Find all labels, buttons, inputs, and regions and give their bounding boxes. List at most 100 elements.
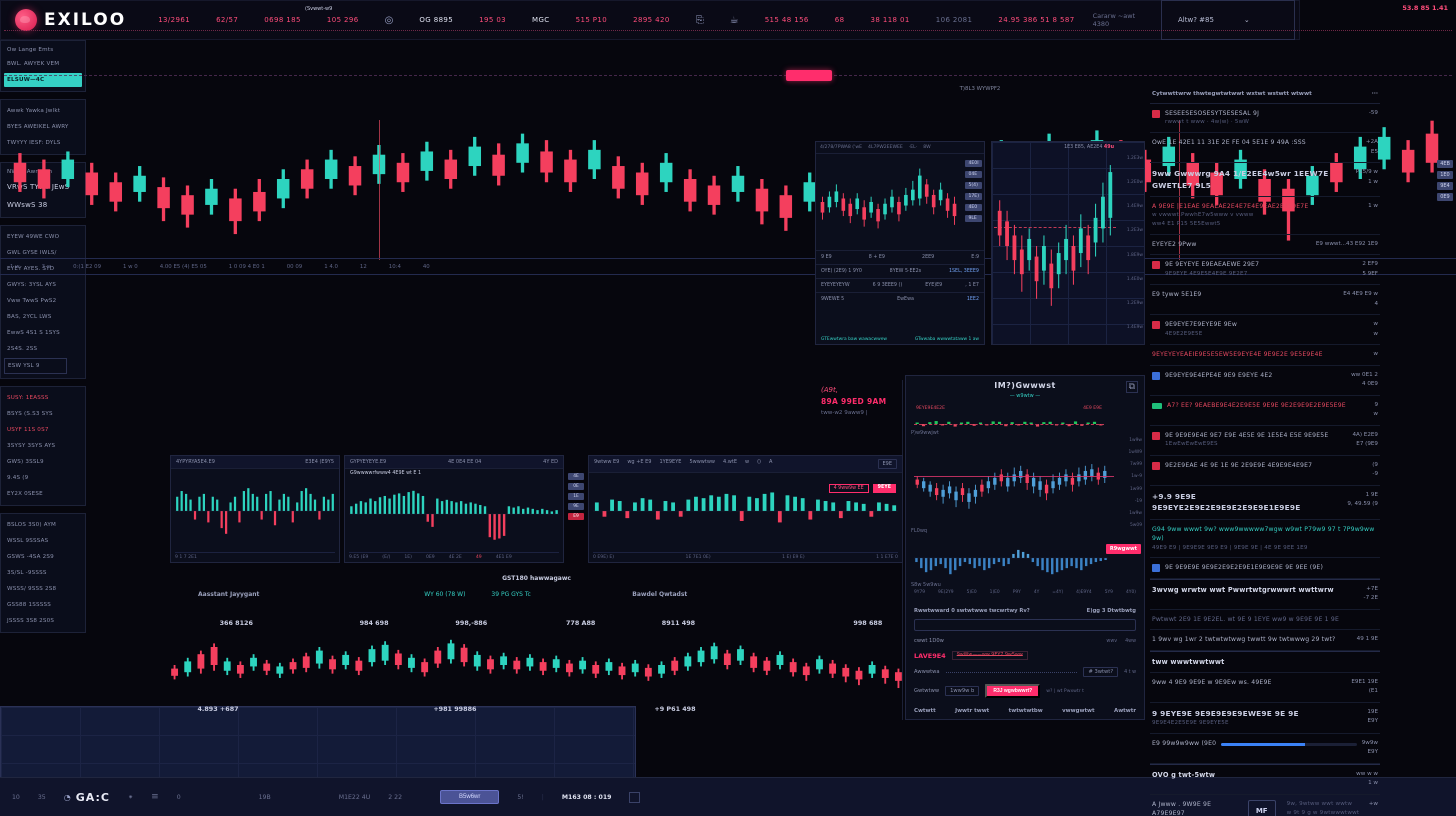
sidebar-item[interactable]: GWL GYSE IWLS/ <box>7 250 57 256</box>
sidebar-item[interactable]: WSSL 9SSSAS <box>7 538 49 544</box>
indicator-pink-badge[interactable]: R9wgwwt <box>1105 544 1141 554</box>
footer-tick[interactable]: 10 <box>12 793 20 801</box>
form-submit-button[interactable]: R3J wgwbwwrt? <box>985 684 1041 698</box>
mini-candle-panel-left[interactable]: 4/278/7PWA8 ('wE 4L7PW2EEWEE ·EL· 8W 4E0I 04… <box>815 141 985 345</box>
sidebar-item[interactable]: EYEY AYES. SYD <box>7 266 55 272</box>
sidebar-item[interactable]: 2S4S. 2SS <box>7 346 38 352</box>
form-footer-tabs[interactable]: Cwtwtt Jwwtr twwt twtwtwtbw vwwgwtwt Awtwtr <box>914 708 1136 714</box>
feed-rows: SESEESESOSESYTSESESAL 9J rwwwt t www · 4w… <box>1150 104 1380 816</box>
feed-section-header[interactable]: 3wvwg wrwtw wwt Pwwrtwtgrwwwrt wwttwrw +7… <box>1150 578 1380 610</box>
menu-icon[interactable]: ≡ <box>151 792 159 802</box>
chart-action-button[interactable]: B5w6wr <box>440 790 500 804</box>
price-tag[interactable] <box>786 70 833 81</box>
feed-item[interactable]: E9 99w9w9ww (9E0 9w9w E9Y <box>1150 734 1380 764</box>
pink-solid-badge[interactable]: 9EYE <box>872 484 896 493</box>
pink-outline-badge[interactable]: 4 9ww9w EE <box>828 484 869 493</box>
sidebar-item[interactable]: 3SYSY 3SYS AYS <box>7 443 56 449</box>
more-options-icon[interactable]: ··· <box>1371 91 1378 97</box>
indicator-candles[interactable] <box>914 440 1108 526</box>
sidebar-item[interactable]: 3S/SL -9SSSS <box>7 570 47 576</box>
sidebar-item[interactable]: ESW YSL 9 <box>4 358 67 374</box>
label: 4/278/7PWA8 ('wE <box>820 145 863 150</box>
sidebar-item[interactable]: WSSS/ 9SSS 2S8 <box>7 586 57 592</box>
bottom-overview-chart[interactable]: GST180 hawwagawc Aasstant Jayygant WY 60… <box>168 575 905 715</box>
feed-item[interactable]: 1 9wv wg 1wr 2 twtwtwtwwg twwtt 9w twtww… <box>1150 630 1380 651</box>
sidebar-item[interactable]: USYF 11S 0S7 <box>7 427 49 433</box>
form-title: Rwwtwward 0 swtwtwwe twcwrtwy Rv? <box>914 608 1030 614</box>
histogram-panel-2[interactable]: GYPYEYEYE.E9 4E 0E4 EE 04 4Y ED G9wwwwrfww… <box>344 455 564 563</box>
footer-tick[interactable]: 35 <box>37 793 46 801</box>
sidebar-item[interactable]: BSLOS 3S0) AYM <box>7 522 57 528</box>
bottom-candles[interactable] <box>168 629 905 701</box>
mini-right-candles[interactable] <box>996 158 1114 334</box>
form-text-input[interactable] <box>914 619 1136 631</box>
brand-logo[interactable]: EXILOO <box>1 9 140 31</box>
feed-item[interactable]: 9E 9E9E9E 9E9E2E9E2E9E1E9E9E9E 9E 9EE (9… <box>1150 558 1380 579</box>
copy-icon[interactable]: ⎘ <box>695 14 704 26</box>
feed-item[interactable]: +9.9 9E9E 9E9EYE2E9E2E9E9E2E9E9E1E9E9E 1 … <box>1150 486 1380 520</box>
sidebar-item[interactable]: ELSUW—4C <box>4 73 82 87</box>
label: 4.wtE <box>723 459 738 465</box>
sidebar-item[interactable]: JSSSS 3S8 2S0S <box>7 618 55 624</box>
feed-item[interactable]: 9ww Gwwwrg 9A4 1/E2EE4w5wr 1EEW7E GWETLE… <box>1150 163 1380 198</box>
footer-checkbox[interactable] <box>629 791 641 803</box>
feed-item[interactable]: 9E2E9EAE 4E 9E 1E 9E 2E9E9E 4E9E9E4E9E7(… <box>1150 456 1380 486</box>
sidebar-item[interactable]: 9.4S (9 <box>7 475 29 481</box>
indicator-histogram[interactable] <box>914 536 1108 580</box>
feed-item[interactable]: 9ww 4 9E9 9E9E w 9E9Ew ws. 49E9E E9E1 19E… <box>1150 673 1380 703</box>
kettle-icon[interactable]: ☕ <box>729 14 739 26</box>
sidebar-item[interactable]: WWswS 38 <box>7 201 48 209</box>
feed-item[interactable]: 9 9EYE9E 9E9E9E9E9EWE9E 9E 9E 9E9E4E2E5E9… <box>1150 703 1380 734</box>
sidebar-item[interactable]: SUSY: 1EASSS <box>7 395 49 401</box>
globe-icon[interactable]: ◎ <box>384 14 394 26</box>
form-row4-chip[interactable]: 1ww9w b <box>945 686 980 696</box>
mini-left-candles[interactable] <box>819 158 958 246</box>
label: P9Y <box>1012 590 1021 595</box>
label: 0E9 <box>1437 193 1453 201</box>
sidebar-item[interactable]: Vww TwwS PwS2 <box>7 298 57 304</box>
feed-item[interactable]: 9E 9E9E9E4E 9E7 E9E 4E5E 9E 1E5E4 E5E 9E… <box>1150 426 1380 456</box>
mini-left-links[interactable]: GTEwwtwra baw wawacwwew GTwwaba wwwwtataw… <box>816 337 984 342</box>
histogram-3[interactable] <box>593 480 898 542</box>
sidebar-group: EYEW 49WE CWO GWL GYSE IWLS/EYEY AYES. SY… <box>0 225 86 379</box>
feed-item[interactable]: EYEYE2 9Pww E9 wwwt...43 E92 1E9 <box>1150 235 1380 256</box>
sidebar-item[interactable]: EY2X 0SESE <box>7 491 43 497</box>
account-dropdown[interactable]: Altw? #85 ⌄ <box>1161 0 1295 40</box>
histogram-panel-1[interactable]: 4YPYRYA5E4.E9 E3E4 (E9Y5 9 1 7 2E1 <box>170 455 340 563</box>
sidebar-item[interactable]: TWYYY IESF: DYLS <box>7 140 61 146</box>
histogram-1[interactable] <box>175 480 335 542</box>
histogram-2[interactable] <box>349 486 559 542</box>
sidebar-item[interactable]: Awwk Yawka Jwlkt <box>7 108 61 114</box>
label: 49 <box>475 555 482 560</box>
feed-item[interactable]: OwE 1E 42E1 11 31E 2E FE 04 5E1E 9 49A :… <box>1150 133 1380 164</box>
feed-item[interactable]: 9EYEYEYEAEIE9E5E5EW5E9EYE4E 9E9E2E 9E5E9… <box>1150 345 1380 366</box>
copy-icon[interactable]: ⧉ <box>1125 381 1138 393</box>
feed-item[interactable]: A7? EE? 9EAEBE9E4E2E9E5E 9E9E 9E2E9E9E2E… <box>1150 396 1380 426</box>
sidebar-item[interactable]: BAS, 2YCL LWS <box>7 314 52 320</box>
sidebar-item[interactable]: GWYS: 3YSL AYS <box>7 282 57 288</box>
feed-item[interactable]: 9E9EYE7E9EYE9E 9Ew 4E9E2E9E5E w w <box>1150 315 1380 346</box>
sidebar-item[interactable]: BWL. AWYEK VEM <box>7 61 60 67</box>
feed-item[interactable]: Pwtwwt 2E9 1E 9E2EL. wt 9E 9 1EYE ww9 w … <box>1150 610 1380 631</box>
sidebar-item[interactable]: GSWS -4SA 2S9 <box>7 554 54 560</box>
mini-candle-panel-right[interactable]: 1E3 E85, AE2E4 49u 1.2E3w 1.2E0w 1.4E9w 1.2… <box>991 141 1145 345</box>
feed-section-header[interactable]: tww wwwtwwtwwt <box>1150 650 1380 673</box>
histogram-panel-3[interactable]: 9wtww E9 wg +E E9 1YE9EYE 5wwwtww 4.wtE w() A E… <box>588 455 903 563</box>
feed-item[interactable]: A 9E9E |E1EAE 9EAEAE2E4E7E4E9EAE2E4E9E7E… <box>1150 197 1380 235</box>
sidebar-item[interactable]: BSYS (S.S3 SYS <box>7 411 53 417</box>
sidebar-item[interactable]: EwwS 4S1 S 1SYS <box>7 330 60 336</box>
sidebar-item[interactable]: GWS) 3SSL9 <box>7 459 44 465</box>
feed-item[interactable]: 9E 9EYEYE E9EAEAEWE 29E7 9E9EYE 4E9E5E4E9… <box>1150 255 1380 286</box>
asterisk-icon[interactable]: ⁕ <box>127 793 134 801</box>
sidebar-item[interactable]: GSS88 1SSSSS <box>7 602 52 608</box>
feed-item[interactable]: G94 9ww wwwt 9w? www9wwwww7wgw w9wt P79w… <box>1150 520 1380 559</box>
feed-item[interactable]: A Jwww . 9W9E 9E A79E9E979wwtwwtwwrwwwwt… <box>1150 795 1380 816</box>
feed-item[interactable]: SESEESESOSESYTSESESAL 9J rwwwt t www · 4w… <box>1150 104 1380 134</box>
form-row3-chip[interactable]: # 3wtwt? <box>1083 667 1119 677</box>
sidebar-item[interactable]: EYEW 49WE CWO <box>7 234 60 240</box>
sidebar-item[interactable]: BYES AWEIKEL AWRY <box>7 124 69 130</box>
